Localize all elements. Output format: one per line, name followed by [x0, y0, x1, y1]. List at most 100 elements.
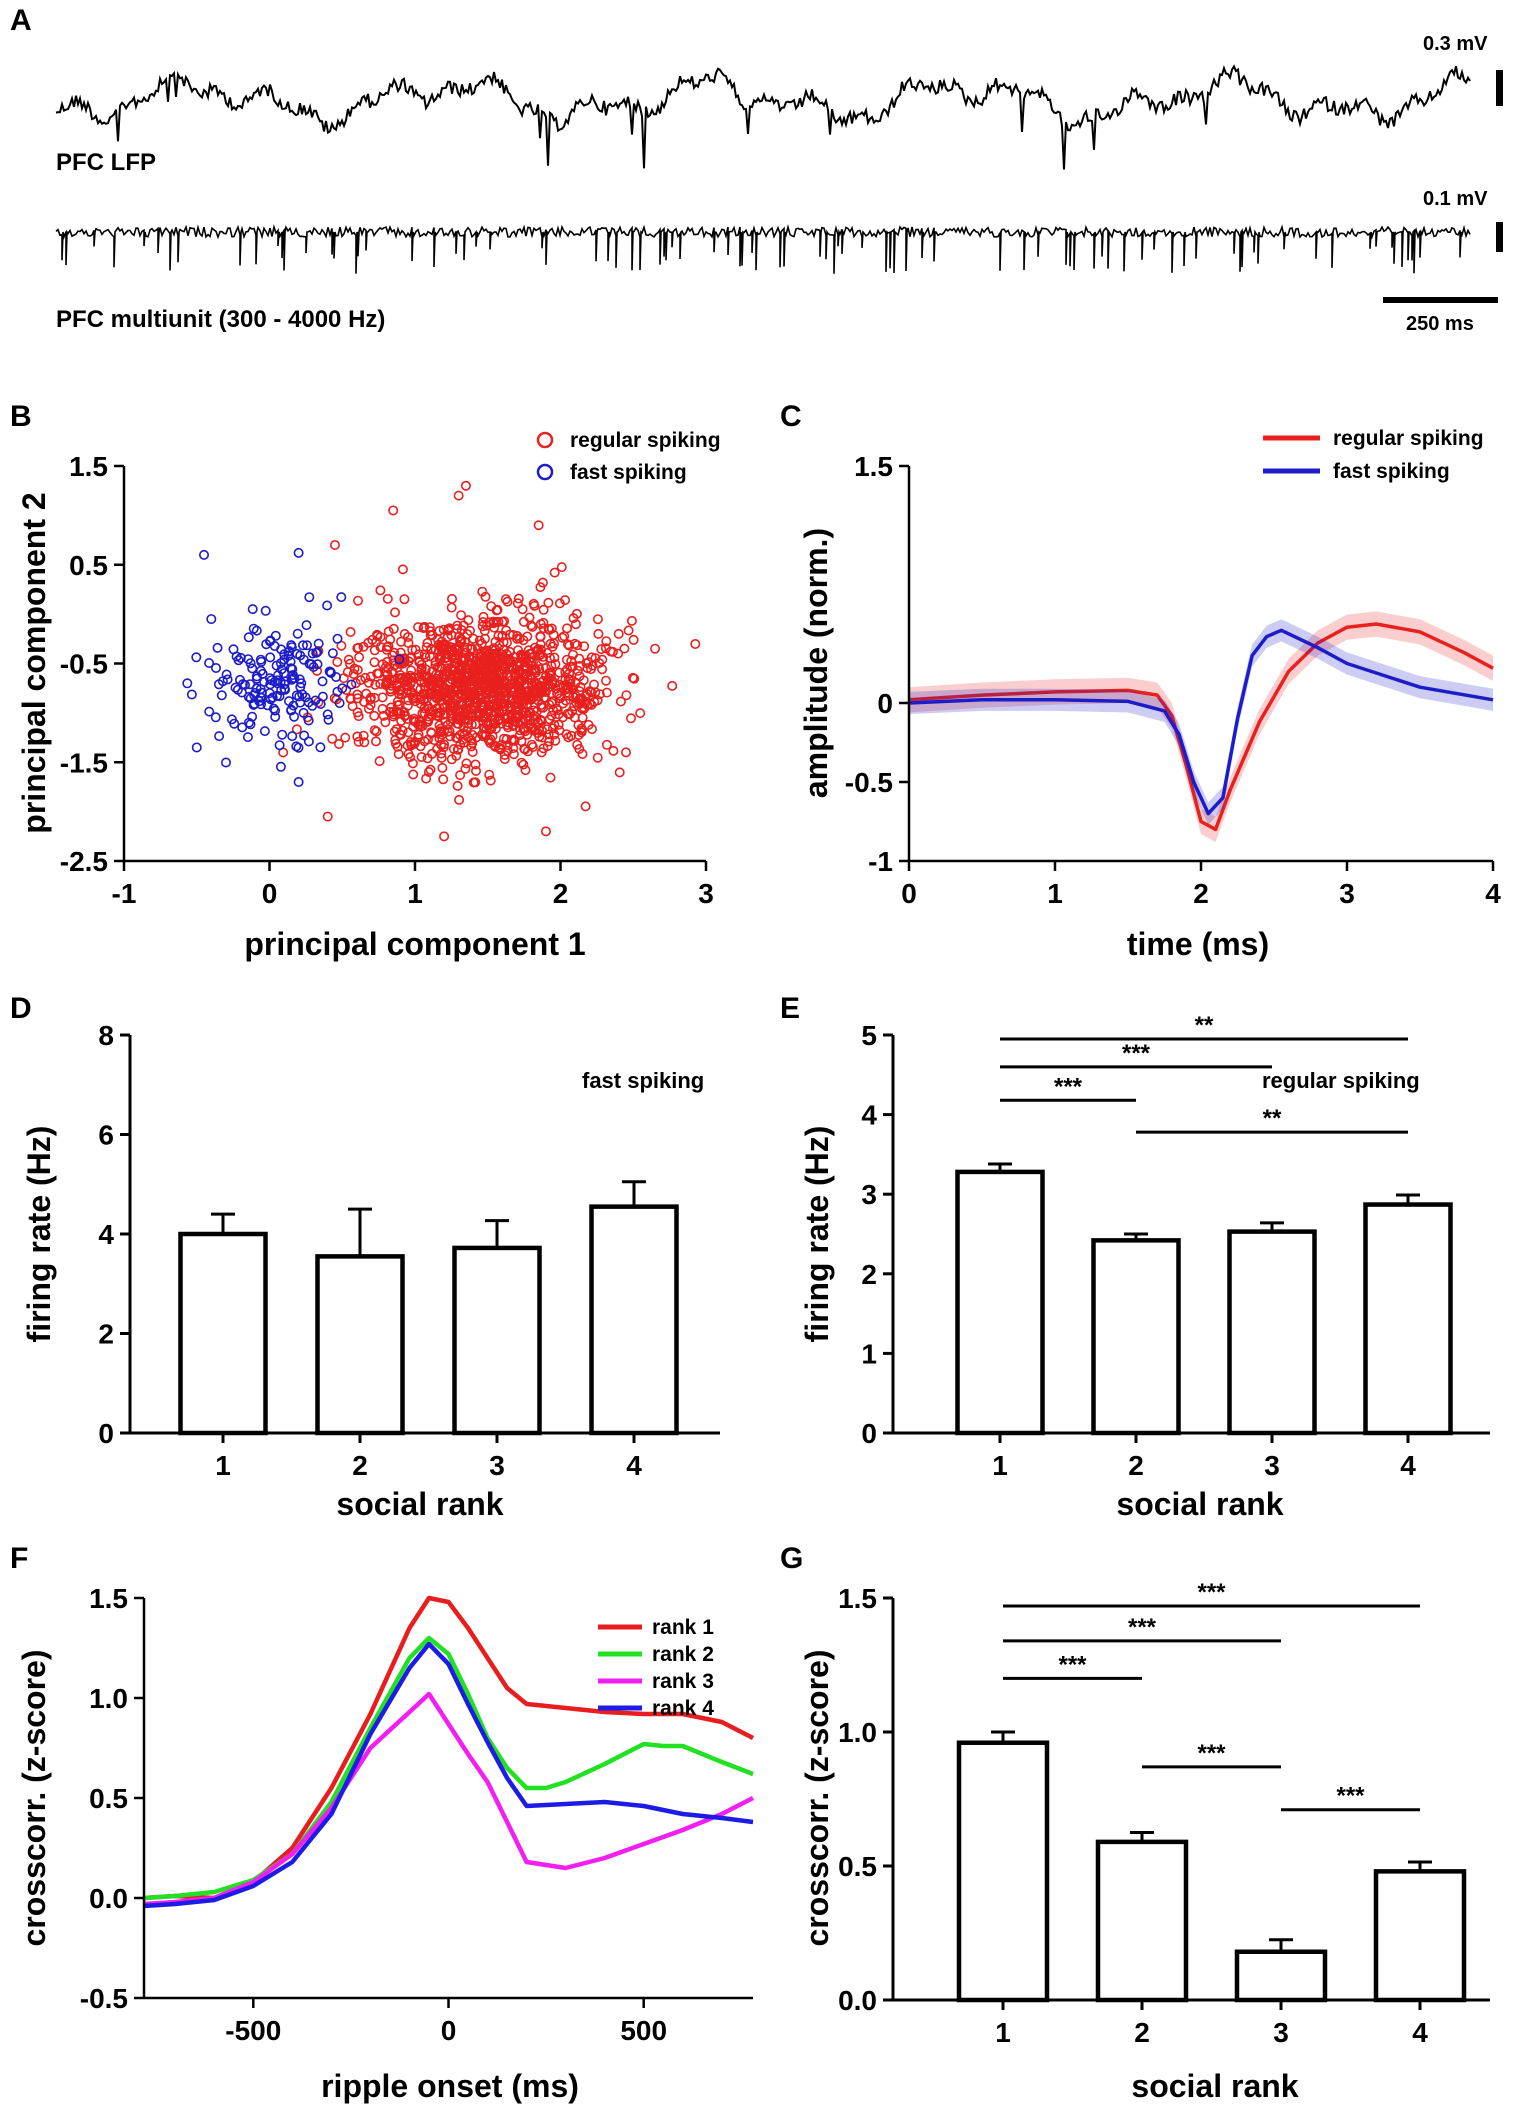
scatter-point [480, 591, 491, 602]
scatter-point [418, 623, 429, 634]
scatter-point [425, 689, 436, 700]
scatter-point [535, 631, 546, 642]
scatter-point [381, 666, 392, 677]
x-tick-label: 4 [1400, 1450, 1416, 1481]
scatter-point [291, 724, 302, 735]
crosscorr-lines [143, 1595, 755, 1909]
legend-label-fast-spiking: fast spiking [570, 461, 687, 484]
scatter-point [410, 696, 421, 707]
scatter-point [466, 660, 477, 671]
scatter-point [260, 605, 271, 616]
scatter-point [291, 690, 302, 701]
significance-stars: *** [1122, 1040, 1151, 1067]
scatter-point [518, 662, 529, 673]
scatter-point [333, 738, 344, 749]
scatter-point [430, 688, 441, 699]
scatter-point [549, 652, 560, 663]
x-tick-label: 2 [1128, 1450, 1144, 1481]
scatter-point [424, 651, 435, 662]
x-tick-label: 0 [441, 2015, 457, 2046]
scatter-point [545, 681, 556, 692]
panel-letter-e: E [780, 992, 800, 1025]
scatter-point [275, 658, 286, 669]
y-axis-label-e: firing rate (Hz) [799, 1126, 835, 1343]
scatter-point [395, 636, 406, 647]
scatter-point [553, 709, 564, 720]
scatter-point [334, 698, 345, 709]
y-axis-label-b: principal component 2 [16, 492, 52, 833]
scatter-point [292, 648, 303, 659]
x-tick-label: 2 [352, 1450, 368, 1481]
scatter-point [554, 690, 565, 701]
scatter-point [496, 739, 507, 750]
scatter-point [457, 734, 468, 745]
scatter-point [507, 695, 518, 706]
scatter-point [502, 596, 513, 607]
y-tick-label: 4 [98, 1219, 114, 1250]
scatter-point [470, 697, 481, 708]
scatter-point [307, 648, 318, 659]
scatter-point [577, 712, 588, 723]
x-axis-label-b: principal component 1 [244, 926, 585, 962]
scatter-point [592, 614, 603, 625]
scatter-point [551, 703, 562, 714]
scatter-point [467, 729, 478, 740]
scatter-point [270, 711, 281, 722]
scatter-point [451, 644, 462, 655]
lfp-label: PFC LFP [56, 149, 156, 176]
scatter-point [615, 696, 626, 707]
scatter-point [569, 701, 580, 712]
scatter-point [522, 673, 533, 684]
annotation-fast-spiking: fast spiking [582, 1068, 704, 1093]
error-band-regular-spiking [909, 611, 1493, 842]
scatter-point [409, 713, 420, 724]
scatter-point [423, 766, 434, 777]
scatter-point [613, 628, 624, 639]
scatter-point [383, 626, 394, 637]
scatter-point [419, 672, 430, 683]
scatter-point [614, 767, 625, 778]
scatter-point [586, 699, 597, 710]
x-tick-label: 2 [1193, 878, 1209, 909]
lfp-scale-label: 0.3 mV [1423, 33, 1488, 55]
scatter-point [626, 615, 637, 626]
scatter-point [558, 698, 569, 709]
bars-d [178, 1180, 679, 1436]
scatter-point [322, 709, 333, 720]
scatter-point [214, 731, 225, 742]
scatter-point [347, 701, 358, 712]
legend-label-rank-3: rank 3 [652, 1670, 714, 1693]
scatter-point [563, 683, 574, 694]
scatter-point [550, 735, 561, 746]
scatter-point [488, 710, 499, 721]
scatter-point [608, 745, 619, 756]
axes-g [891, 1598, 1490, 2002]
scatter-point [191, 742, 202, 753]
panel-letter-d: D [10, 992, 32, 1025]
scatter-point [415, 721, 426, 732]
scatter-point [416, 663, 427, 674]
scatter-point [303, 715, 314, 726]
scatter-point [352, 595, 363, 606]
y-tick-label: 2 [98, 1319, 114, 1350]
y-axis-label-d: firing rate (Hz) [21, 1126, 57, 1343]
scatter-point [343, 654, 354, 665]
scatter-point [579, 641, 590, 652]
scatter-point [438, 624, 449, 635]
scatter-point [388, 706, 399, 717]
scatter-point [492, 703, 503, 714]
scatter-point [449, 643, 460, 654]
scatter-point [491, 698, 502, 709]
bar-rank-2 [1095, 1839, 1189, 2003]
scatter-point [222, 674, 233, 685]
scatter-point [293, 776, 304, 787]
y-tick-label: 0 [98, 1418, 114, 1449]
scatter-point [563, 674, 574, 685]
scatter-point [287, 731, 298, 742]
scatter-point [548, 629, 559, 640]
scatter-point [251, 625, 262, 636]
scatter-point [468, 633, 479, 644]
x-tick-label: 3 [698, 878, 714, 909]
scatter-point [490, 652, 501, 663]
scatter-point [255, 654, 266, 665]
